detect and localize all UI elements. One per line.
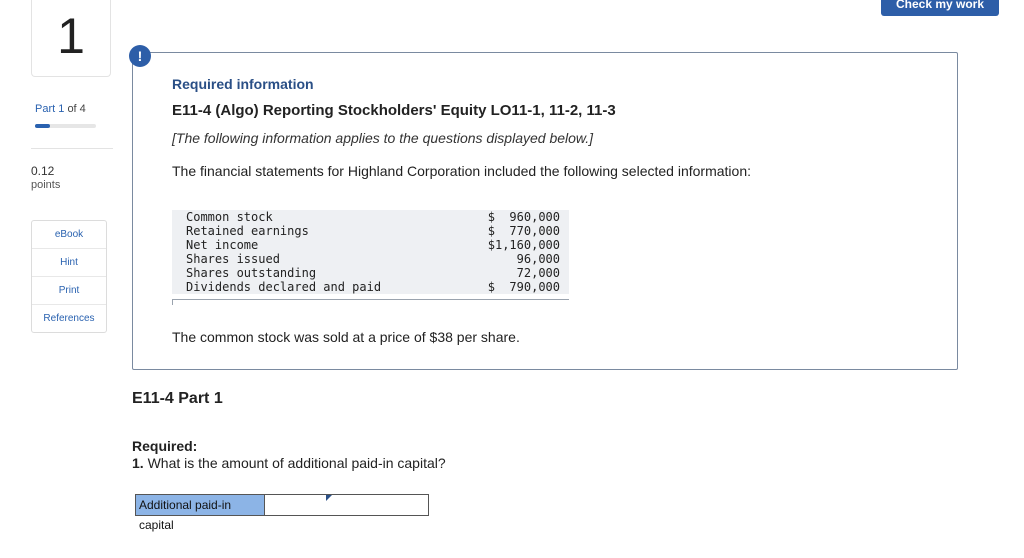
answer-row: Additional paid-in capital xyxy=(135,494,429,532)
part-prefix: Part 1 xyxy=(35,103,65,115)
part-indicator: Part 1 of 4 xyxy=(35,103,86,115)
table-item: Shares issued xyxy=(186,252,280,266)
table-item: Dividends declared and paid xyxy=(186,280,382,294)
financial-data-table: Common stock $ 960,000 Retained earnings… xyxy=(172,210,569,294)
ebook-link[interactable]: eBook xyxy=(32,221,106,249)
table-row: Common stock $ 960,000 xyxy=(172,210,569,224)
table-value: $ 770,000 xyxy=(487,224,560,238)
table-value: $1,160,000 xyxy=(487,238,560,252)
part-heading: E11-4 Part 1 xyxy=(132,390,223,407)
answer-label: Additional paid-in capital xyxy=(136,495,265,532)
table-row: Dividends declared and paid $ 790,000 xyxy=(172,280,569,294)
table-item: Common stock xyxy=(186,210,273,224)
problem-title: E11-4 (Algo) Reporting Stockholders' Equ… xyxy=(172,102,616,119)
question-number: 1 xyxy=(31,0,111,77)
table-row: Shares issued 96,000 xyxy=(172,252,569,266)
intro-text: The financial statements for Highland Co… xyxy=(172,163,751,179)
print-link[interactable]: Print xyxy=(32,277,106,305)
input-corner-marker-icon xyxy=(326,495,332,501)
question-body: What is the amount of additional paid-in… xyxy=(147,455,446,471)
table-row: Shares outstanding 72,000 xyxy=(172,266,569,280)
question-number-label: 1. xyxy=(132,455,144,471)
hint-link[interactable]: Hint xyxy=(32,249,106,277)
table-value: 96,000 xyxy=(516,252,560,266)
price-note: The common stock was sold at a price of … xyxy=(172,329,520,345)
question-text: 1. What is the amount of additional paid… xyxy=(132,455,446,471)
sidebar-divider xyxy=(31,148,113,149)
table-item: Net income xyxy=(186,238,259,252)
part-progress-fill xyxy=(35,124,51,128)
references-link[interactable]: References xyxy=(43,313,95,324)
points-label: points xyxy=(31,179,61,191)
table-bottom-tick xyxy=(172,299,173,305)
alert-icon: ! xyxy=(129,45,151,67)
required-information-panel xyxy=(132,52,958,370)
table-item: Shares outstanding xyxy=(186,266,317,280)
tools-panel: eBook Hint Print References xyxy=(31,220,107,333)
table-bottom-rule xyxy=(172,299,569,306)
check-my-work-button[interactable]: Check my work xyxy=(881,0,999,16)
part-progress-bar xyxy=(35,124,96,128)
points-value: 0.12 xyxy=(31,164,55,178)
table-row: Retained earnings $ 770,000 xyxy=(172,224,569,238)
required-label: Required: xyxy=(132,438,198,454)
table-value: $ 960,000 xyxy=(487,210,560,224)
table-row: Net income $1,160,000 xyxy=(172,238,569,252)
additional-paid-in-capital-input[interactable] xyxy=(265,495,428,515)
table-value: $ 790,000 xyxy=(487,280,560,294)
table-value: 72,000 xyxy=(516,266,560,280)
required-information-heading: Required information xyxy=(172,76,314,92)
table-item: Retained earnings xyxy=(186,224,309,238)
part-of: of 4 xyxy=(67,103,86,115)
applies-note: [The following information applies to th… xyxy=(172,130,594,146)
